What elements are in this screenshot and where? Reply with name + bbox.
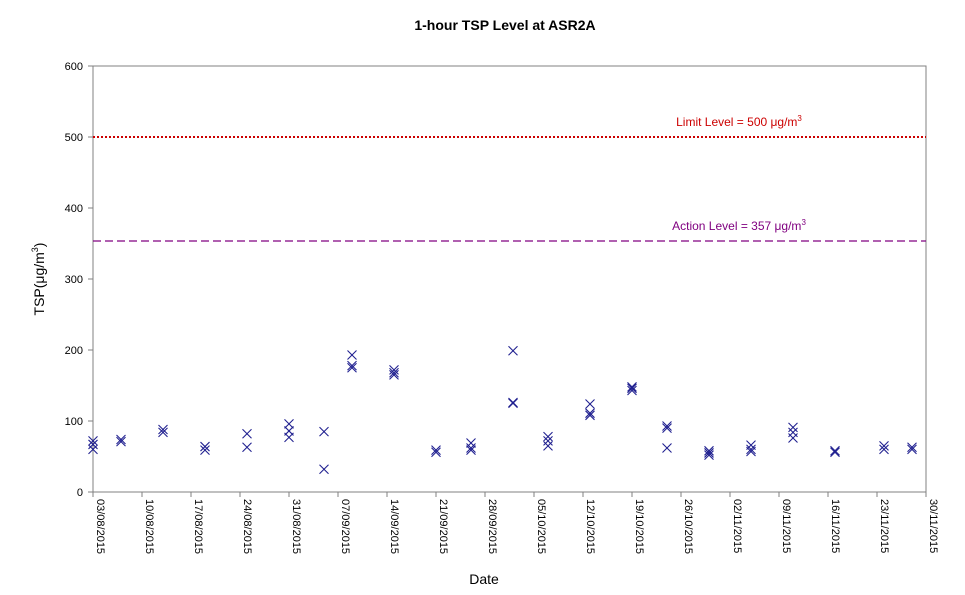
data-point-51 xyxy=(830,447,840,458)
reference-label-text-1: Action Level = 357 μg/m xyxy=(672,219,801,233)
y-axis: 0 100 200 300 400 500 600 xyxy=(65,61,93,499)
y-tick-label-4: 400 xyxy=(65,203,83,215)
data-point-32 xyxy=(543,431,553,442)
y-tick-label-1: 100 xyxy=(65,416,83,428)
reference-label-1: Action Level = 357 μg/m3 xyxy=(672,218,806,233)
data-point-55 xyxy=(907,444,917,455)
x-tick-label-3: 24/08/2015 xyxy=(241,499,253,554)
data-point-29 xyxy=(508,345,518,356)
x-tick-label-14: 09/11/2015 xyxy=(780,499,792,553)
data-point-19 xyxy=(389,369,399,380)
data-point-18 xyxy=(347,350,357,360)
x-axis-label: Date xyxy=(469,571,499,587)
data-point-6 xyxy=(158,424,168,435)
y-tick-label-2: 200 xyxy=(65,345,83,357)
data-point-39 xyxy=(662,443,672,453)
data-point-8 xyxy=(200,441,210,452)
data-point-26 xyxy=(466,438,476,448)
data-point-23 xyxy=(431,445,441,455)
data-point-46 xyxy=(746,444,756,455)
data-point-31 xyxy=(543,435,553,446)
data-point-10 xyxy=(242,428,252,439)
reference-label-sup-0: 3 xyxy=(797,114,802,123)
reference-label-sup-1: 3 xyxy=(801,218,806,227)
y-axis-label-text: TSP(μg/m xyxy=(31,252,47,315)
x-tick-label-2: 17/08/2015 xyxy=(192,499,204,554)
data-point-3 xyxy=(116,436,126,447)
data-point-0 xyxy=(88,444,98,455)
x-tick-label-8: 28/09/2015 xyxy=(486,499,498,554)
data-point-37 xyxy=(627,383,637,394)
plot-area xyxy=(92,65,927,493)
data-point-41 xyxy=(662,421,672,431)
data-point-2 xyxy=(88,435,98,446)
data-point-34 xyxy=(585,408,595,419)
x-axis: 03/08/2015 10/08/2015 17/08/2015 24/08/2015… xyxy=(92,492,939,554)
x-tick-label-7: 21/09/2015 xyxy=(437,499,449,554)
y-axis-label-sup: 3 xyxy=(30,247,40,252)
y-tick-label-6: 600 xyxy=(65,61,83,73)
x-tick-label-4: 31/08/2015 xyxy=(290,499,302,554)
data-point-5 xyxy=(158,427,168,438)
data-point-43 xyxy=(704,448,714,458)
x-tick-label-13: 02/11/2015 xyxy=(731,499,743,553)
data-point-52 xyxy=(830,445,840,456)
data-point-14 xyxy=(319,464,329,475)
reference-label-text-0: Limit Level = 500 μg/m xyxy=(676,115,797,129)
data-markers xyxy=(88,345,917,475)
data-point-25 xyxy=(466,443,476,453)
data-point-30 xyxy=(543,440,553,451)
data-point-15 xyxy=(319,426,329,437)
x-tick-label-12: 26/10/2015 xyxy=(682,499,694,554)
data-point-21 xyxy=(389,364,399,375)
x-tick-label-10: 12/10/2015 xyxy=(584,499,596,554)
x-tick-label-17: 30/11/2015 xyxy=(927,499,939,553)
data-point-12 xyxy=(284,426,294,436)
data-point-28 xyxy=(508,397,518,408)
x-tick-label-6: 14/09/2015 xyxy=(388,499,400,554)
data-point-24 xyxy=(466,445,476,455)
data-point-50 xyxy=(788,422,798,433)
y-axis-label: TSP(μg/m3) xyxy=(30,243,47,316)
y-tick-label-5: 500 xyxy=(65,132,83,144)
data-point-16 xyxy=(347,362,357,373)
data-point-4 xyxy=(116,434,126,445)
data-point-47 xyxy=(746,440,756,451)
x-tick-label-5: 07/09/2015 xyxy=(339,499,351,554)
data-point-9 xyxy=(242,442,252,453)
data-point-35 xyxy=(585,399,595,409)
x-tick-label-0: 03/08/2015 xyxy=(94,499,106,554)
x-tick-label-1: 10/08/2015 xyxy=(143,499,155,554)
data-point-7 xyxy=(200,445,210,455)
chart-title: 1-hour TSP Level at ASR2A xyxy=(414,17,595,33)
plot-frame xyxy=(92,65,927,493)
reference-label-0: Limit Level = 500 μg/m3 xyxy=(676,114,802,129)
x-tick-label-16: 23/11/2015 xyxy=(878,499,890,553)
x-tick-label-9: 05/10/2015 xyxy=(535,499,547,554)
y-tick-label-3: 300 xyxy=(65,274,83,286)
data-point-1 xyxy=(88,439,98,450)
data-point-17 xyxy=(347,360,357,371)
data-point-42 xyxy=(704,450,714,460)
data-point-13 xyxy=(284,418,294,429)
data-point-44 xyxy=(704,445,714,456)
y-tick-label-0: 0 xyxy=(77,487,83,499)
data-point-36 xyxy=(627,385,637,396)
x-tick-label-15: 16/11/2015 xyxy=(829,499,841,553)
data-point-20 xyxy=(389,367,399,378)
y-axis-label-close: ) xyxy=(31,243,47,248)
data-point-22 xyxy=(431,447,441,458)
data-point-33 xyxy=(585,410,595,421)
data-point-49 xyxy=(788,427,798,438)
x-tick-label-11: 19/10/2015 xyxy=(633,499,645,554)
data-point-53 xyxy=(879,444,889,455)
data-point-56 xyxy=(907,442,917,453)
data-point-38 xyxy=(627,382,637,392)
data-point-54 xyxy=(879,440,889,451)
data-point-40 xyxy=(662,423,672,433)
